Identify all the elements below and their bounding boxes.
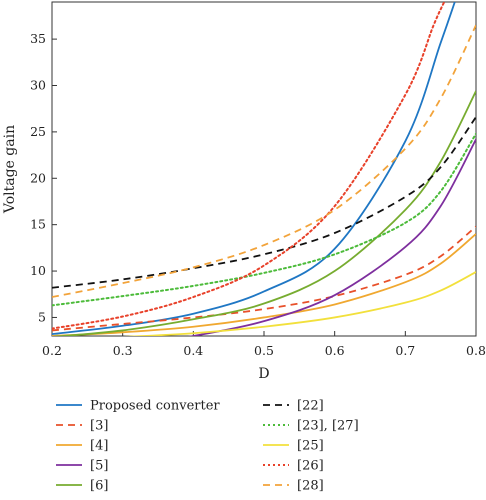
x-tick-label: 0.6 xyxy=(325,343,345,358)
x-tick-label: 0.8 xyxy=(466,343,486,358)
series-line-1 xyxy=(52,225,476,332)
y-axis-ticks: 5 10 15 20 25 30 35 xyxy=(30,31,57,324)
x-axis-label: D xyxy=(258,366,269,382)
x-axis-ticks: 0.2 0.3 0.4 0.5 0.6 0.7 0.8 xyxy=(42,331,486,358)
x-tick-label: 0.4 xyxy=(183,343,203,358)
series-line-6 xyxy=(52,132,476,307)
series-lines xyxy=(52,2,476,336)
series-line-0 xyxy=(52,2,456,336)
legend-label-5: [22] xyxy=(297,399,324,414)
legend-label-2: [4] xyxy=(90,439,108,454)
legend-label-1: [3] xyxy=(90,419,108,434)
legend-label-8: [26] xyxy=(297,459,324,474)
x-tick-label: 0.7 xyxy=(395,343,415,358)
legend-label-4: [6] xyxy=(90,479,108,494)
x-tick-label: 0.3 xyxy=(113,343,133,358)
legend-label-7: [25] xyxy=(297,439,324,454)
y-tick-label: 15 xyxy=(30,217,46,232)
plot-frame xyxy=(51,1,477,337)
y-tick-label: 5 xyxy=(38,309,46,324)
y-tick-label: 20 xyxy=(30,170,46,185)
legend: Proposed converter [3] [4] [5] [6] [22] [23], … xyxy=(56,399,359,494)
y-tick-label: 10 xyxy=(30,263,46,278)
x-tick-label: 0.5 xyxy=(254,343,274,358)
legend-label-9: [28] xyxy=(297,479,324,494)
y-tick-label: 35 xyxy=(30,31,46,46)
legend-label-6: [23], [27] xyxy=(297,419,359,434)
series-line-7 xyxy=(123,271,476,336)
series-line-4 xyxy=(52,90,476,336)
y-tick-label: 25 xyxy=(30,124,46,139)
legend-label-0: Proposed converter xyxy=(90,399,220,414)
y-axis-label: Voltage gain xyxy=(2,125,18,214)
series-line-8 xyxy=(52,2,446,330)
series-line-3 xyxy=(187,138,476,336)
y-tick-label: 30 xyxy=(30,78,46,93)
legend-label-3: [5] xyxy=(90,459,108,474)
x-tick-label: 0.2 xyxy=(42,343,62,358)
